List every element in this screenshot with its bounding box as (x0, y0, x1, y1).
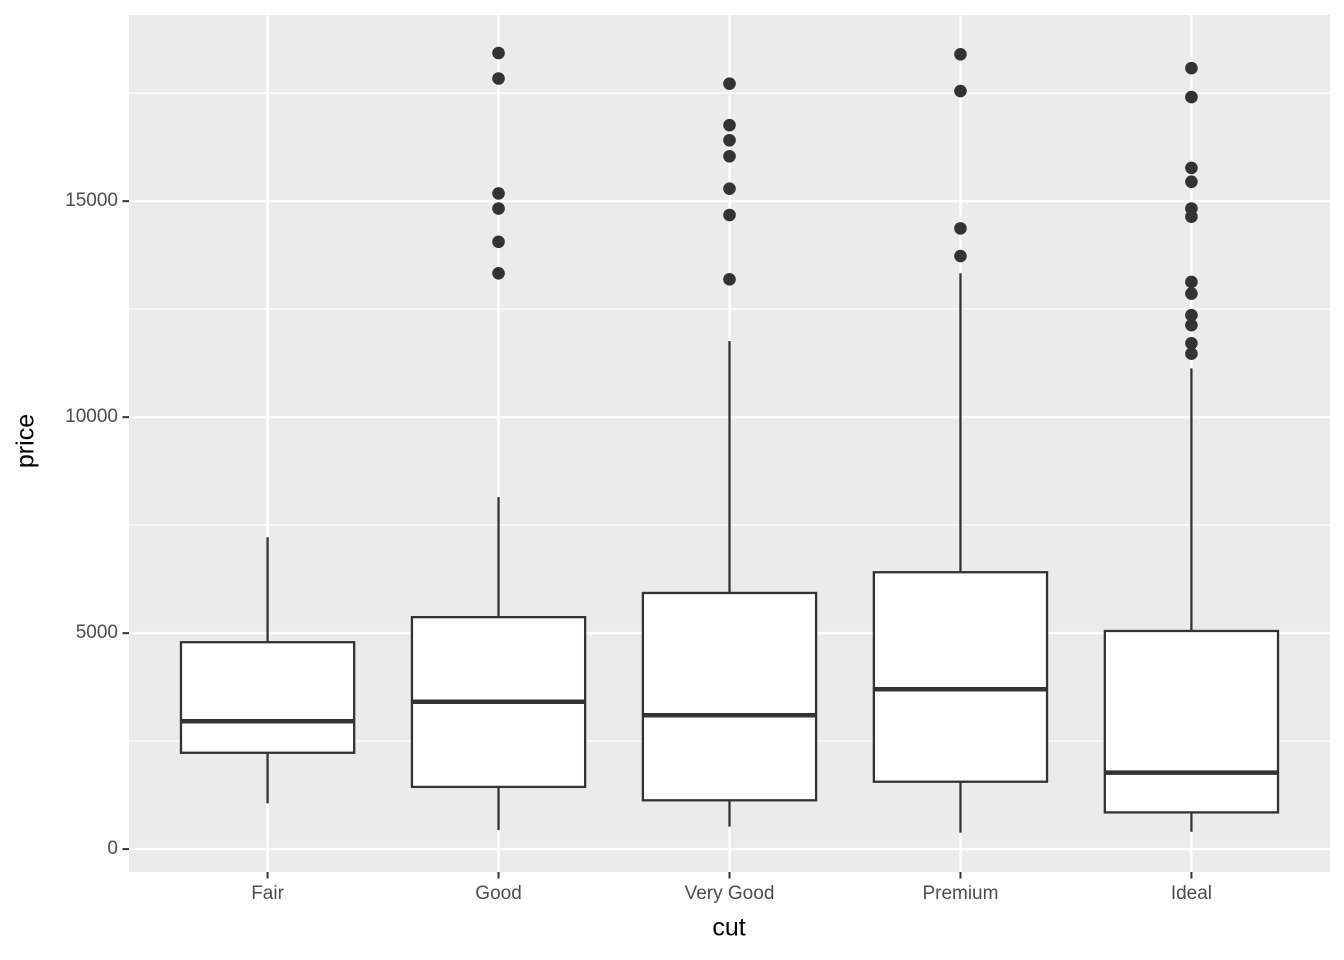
outlier-point-very-good (723, 149, 736, 163)
x-axis-title: cut (712, 913, 746, 942)
outlier-point-ideal (1185, 308, 1198, 322)
x-tick-label-premium: Premium (922, 883, 999, 904)
outlier-point-premium (954, 222, 967, 235)
outlier-point-good (492, 46, 505, 60)
outlier-point-ideal (1185, 287, 1198, 300)
boxplot-box-premium (872, 571, 1049, 783)
outlier-point-ideal (1185, 175, 1198, 189)
outlier-point-ideal (1185, 336, 1198, 350)
outlier-point-ideal (1185, 347, 1198, 360)
outlier-point-premium (954, 249, 967, 263)
boxplot-box-fair (179, 641, 356, 754)
outlier-point-ideal (1185, 202, 1198, 215)
outlier-point-very-good (723, 208, 736, 222)
outlier-point-good (492, 187, 505, 200)
outlier-point-premium (954, 48, 967, 61)
outlier-point-ideal (1185, 90, 1198, 104)
outlier-point-good (492, 72, 505, 85)
x-tick-label-ideal: Ideal (1170, 883, 1213, 904)
y-tick-label-0: 0 (107, 838, 118, 860)
outlier-point-very-good (723, 182, 736, 195)
y-tick-label-10000: 10000 (65, 406, 118, 428)
outlier-point-premium (954, 84, 967, 98)
outlier-point-ideal (1185, 275, 1198, 289)
outlier-point-ideal (1185, 318, 1198, 332)
x-tick-label-fair: Fair (251, 883, 284, 904)
x-tick-label-very-good: Very Good (684, 883, 775, 904)
outlier-point-very-good (723, 77, 736, 90)
y-tick-label-5000: 5000 (75, 622, 118, 644)
outlier-point-very-good (723, 118, 736, 132)
outlier-point-good (492, 235, 505, 249)
outlier-point-good (492, 202, 505, 215)
outlier-point-very-good (723, 273, 736, 286)
x-tick-label-good: Good (475, 883, 522, 904)
outlier-point-good (492, 267, 505, 280)
boxplot-box-very-good (641, 591, 818, 802)
y-tick-label-15000: 15000 (65, 190, 118, 212)
outlier-point-ideal (1185, 161, 1198, 175)
outlier-point-very-good (723, 133, 736, 147)
outlier-point-ideal (1185, 61, 1198, 75)
boxplot-box-ideal (1103, 629, 1280, 814)
